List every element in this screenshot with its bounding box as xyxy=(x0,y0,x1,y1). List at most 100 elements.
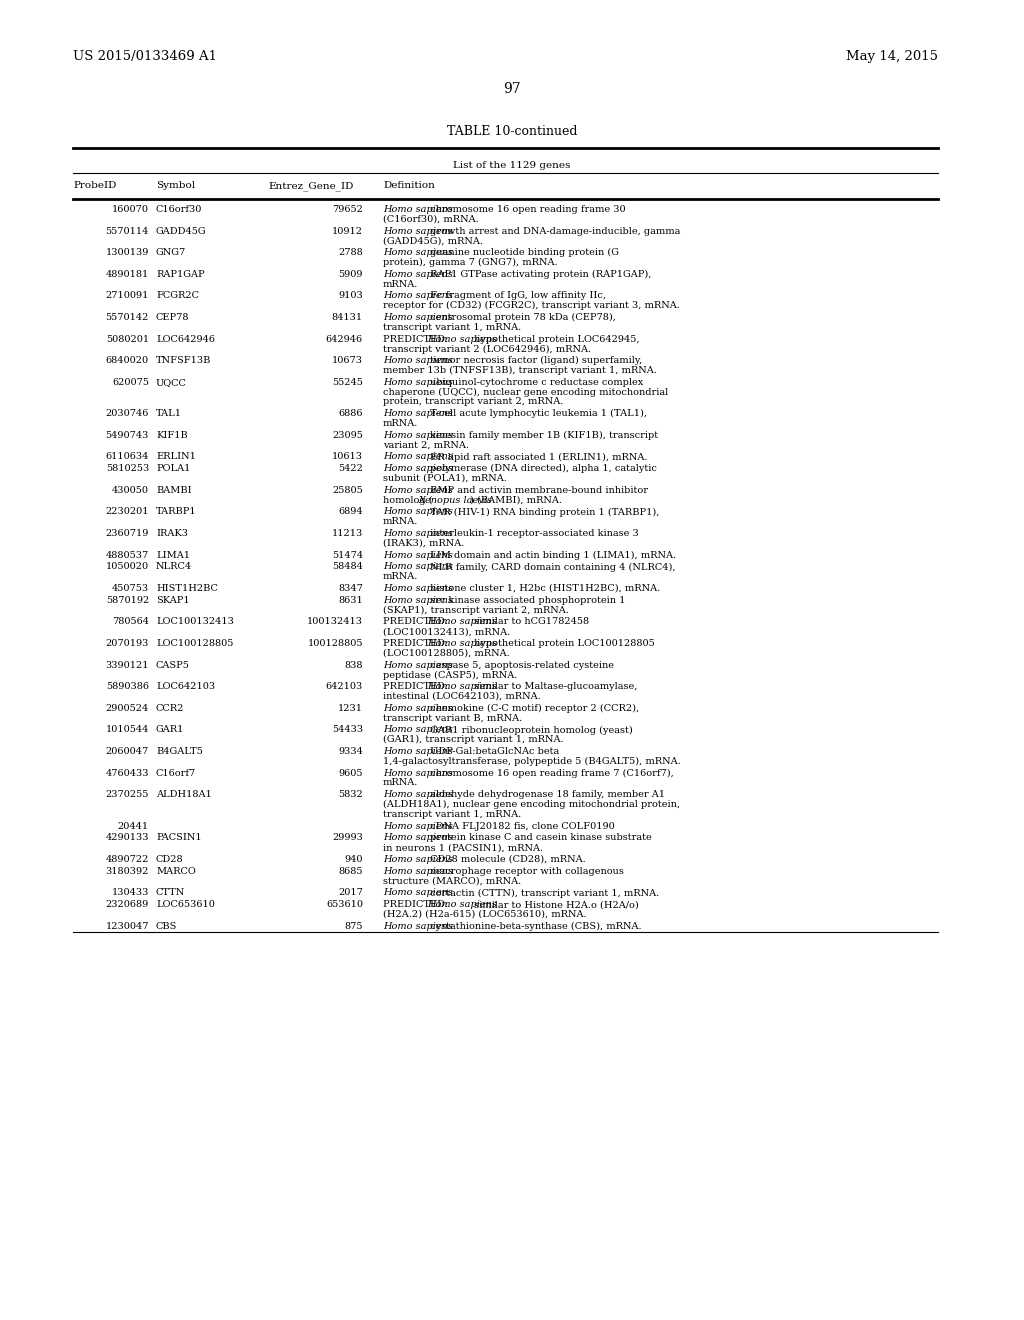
Text: Homo sapiens: Homo sapiens xyxy=(427,639,497,648)
Text: CD28 molecule (CD28), mRNA.: CD28 molecule (CD28), mRNA. xyxy=(427,855,586,865)
Text: Homo sapiens: Homo sapiens xyxy=(383,888,453,898)
Text: CASP5: CASP5 xyxy=(156,660,189,669)
Text: GNG7: GNG7 xyxy=(156,248,186,257)
Text: Homo sapiens: Homo sapiens xyxy=(383,855,453,865)
Text: 2788: 2788 xyxy=(338,248,362,257)
Text: IRAK3: IRAK3 xyxy=(156,529,188,539)
Text: Homo sapiens: Homo sapiens xyxy=(383,550,453,560)
Text: LIMA1: LIMA1 xyxy=(156,550,190,560)
Text: mRNA.: mRNA. xyxy=(383,517,419,527)
Text: kinesin family member 1B (KIF1B), transcript: kinesin family member 1B (KIF1B), transc… xyxy=(427,430,658,440)
Text: chromosome 16 open reading frame 7 (C16orf7),: chromosome 16 open reading frame 7 (C16o… xyxy=(427,768,674,777)
Text: tumor necrosis factor (ligand) superfamily,: tumor necrosis factor (ligand) superfami… xyxy=(427,356,642,366)
Text: cDNA FLJ20182 fis, clone COLF0190: cDNA FLJ20182 fis, clone COLF0190 xyxy=(427,821,614,830)
Text: centrosomal protein 78 kDa (CEP78),: centrosomal protein 78 kDa (CEP78), xyxy=(427,313,615,322)
Text: cystathionine-beta-synthase (CBS), mRNA.: cystathionine-beta-synthase (CBS), mRNA. xyxy=(427,921,642,931)
Text: (GAR1), transcript variant 1, mRNA.: (GAR1), transcript variant 1, mRNA. xyxy=(383,735,563,744)
Text: Homo sapiens: Homo sapiens xyxy=(383,747,453,756)
Text: 2710091: 2710091 xyxy=(105,292,150,301)
Text: 2230201: 2230201 xyxy=(105,507,150,516)
Text: Homo sapiens: Homo sapiens xyxy=(383,704,453,713)
Text: histone cluster 1, H2bc (HIST1H2BC), mRNA.: histone cluster 1, H2bc (HIST1H2BC), mRN… xyxy=(427,583,660,593)
Text: chaperone (UQCC), nuclear gene encoding mitochondrial: chaperone (UQCC), nuclear gene encoding … xyxy=(383,388,669,397)
Text: Homo sapiens: Homo sapiens xyxy=(383,595,453,605)
Text: 8631: 8631 xyxy=(338,595,362,605)
Text: 430050: 430050 xyxy=(112,486,150,495)
Text: caspase 5, apoptosis-related cysteine: caspase 5, apoptosis-related cysteine xyxy=(427,660,614,669)
Text: 23095: 23095 xyxy=(332,430,362,440)
Text: 4290133: 4290133 xyxy=(105,833,150,842)
Text: 5490743: 5490743 xyxy=(105,430,150,440)
Text: 79652: 79652 xyxy=(332,205,362,214)
Text: ERLIN1: ERLIN1 xyxy=(156,453,196,462)
Text: 780564: 780564 xyxy=(112,618,150,627)
Text: NLRC4: NLRC4 xyxy=(156,562,193,572)
Text: Homo sapiens: Homo sapiens xyxy=(383,453,453,462)
Text: 100128805: 100128805 xyxy=(307,639,362,648)
Text: CEP78: CEP78 xyxy=(156,313,189,322)
Text: 5570114: 5570114 xyxy=(105,227,150,235)
Text: 940: 940 xyxy=(344,855,362,865)
Text: (LOC100128805), mRNA.: (LOC100128805), mRNA. xyxy=(383,649,510,657)
Text: 84131: 84131 xyxy=(332,313,362,322)
Text: LOC642946: LOC642946 xyxy=(156,334,215,343)
Text: 4760433: 4760433 xyxy=(105,768,150,777)
Text: Homo sapiens: Homo sapiens xyxy=(383,292,453,301)
Text: CTTN: CTTN xyxy=(156,888,185,898)
Text: similar to Maltase-glucoamylase,: similar to Maltase-glucoamylase, xyxy=(471,682,637,692)
Text: KIF1B: KIF1B xyxy=(156,430,187,440)
Text: (H2A.2) (H2a-615) (LOC653610), mRNA.: (H2A.2) (H2a-615) (LOC653610), mRNA. xyxy=(383,909,587,919)
Text: 4890181: 4890181 xyxy=(105,269,150,279)
Text: Homo sapiens: Homo sapiens xyxy=(383,821,453,830)
Text: 9605: 9605 xyxy=(339,768,362,777)
Text: 29993: 29993 xyxy=(332,833,362,842)
Text: Homo sapiens: Homo sapiens xyxy=(383,583,453,593)
Text: Homo sapiens: Homo sapiens xyxy=(383,660,453,669)
Text: GADD45G: GADD45G xyxy=(156,227,207,235)
Text: intestinal (LOC642103), mRNA.: intestinal (LOC642103), mRNA. xyxy=(383,692,541,701)
Text: 6886: 6886 xyxy=(339,409,362,418)
Text: Homo sapiens: Homo sapiens xyxy=(383,313,453,322)
Text: Entrez_Gene_ID: Entrez_Gene_ID xyxy=(268,181,353,190)
Text: transcript variant 2 (LOC642946), mRNA.: transcript variant 2 (LOC642946), mRNA. xyxy=(383,345,591,354)
Text: Homo sapiens: Homo sapiens xyxy=(383,378,453,387)
Text: 1,4-galactosyltransferase, polypeptide 5 (B4GALT5), mRNA.: 1,4-galactosyltransferase, polypeptide 5… xyxy=(383,756,681,766)
Text: 642946: 642946 xyxy=(326,334,362,343)
Text: PREDICTED:: PREDICTED: xyxy=(383,682,452,692)
Text: Homo sapiens: Homo sapiens xyxy=(383,529,453,539)
Text: ER lipid raft associated 1 (ERLIN1), mRNA.: ER lipid raft associated 1 (ERLIN1), mRN… xyxy=(427,453,647,462)
Text: LOC642103: LOC642103 xyxy=(156,682,215,692)
Text: macrophage receptor with collagenous: macrophage receptor with collagenous xyxy=(427,867,624,875)
Text: TABLE 10-continued: TABLE 10-continued xyxy=(446,125,578,139)
Text: 3390121: 3390121 xyxy=(105,660,150,669)
Text: 2070193: 2070193 xyxy=(105,639,150,648)
Text: 11213: 11213 xyxy=(332,529,362,539)
Text: 5570142: 5570142 xyxy=(105,313,150,322)
Text: Homo sapiens: Homo sapiens xyxy=(383,768,453,777)
Text: transcript variant 1, mRNA.: transcript variant 1, mRNA. xyxy=(383,323,521,331)
Text: chromosome 16 open reading frame 30: chromosome 16 open reading frame 30 xyxy=(427,205,626,214)
Text: 1231: 1231 xyxy=(338,704,362,713)
Text: chemokine (C-C motif) receptor 2 (CCR2),: chemokine (C-C motif) receptor 2 (CCR2), xyxy=(427,704,639,713)
Text: similar to Histone H2A.o (H2A/o): similar to Histone H2A.o (H2A/o) xyxy=(471,900,639,909)
Text: 450753: 450753 xyxy=(112,583,150,593)
Text: src kinase associated phosphoprotein 1: src kinase associated phosphoprotein 1 xyxy=(427,595,626,605)
Text: 58484: 58484 xyxy=(332,562,362,572)
Text: BMP and activin membrane-bound inhibitor: BMP and activin membrane-bound inhibitor xyxy=(427,486,648,495)
Text: guanine nucleotide binding protein (G: guanine nucleotide binding protein (G xyxy=(427,248,620,257)
Text: Homo sapiens: Homo sapiens xyxy=(383,409,453,418)
Text: GAR1 ribonucleoprotein homolog (yeast): GAR1 ribonucleoprotein homolog (yeast) xyxy=(427,726,633,734)
Text: 2320689: 2320689 xyxy=(105,900,150,909)
Text: cortactin (CTTN), transcript variant 1, mRNA.: cortactin (CTTN), transcript variant 1, … xyxy=(427,888,659,898)
Text: Homo sapiens: Homo sapiens xyxy=(383,205,453,214)
Text: Homo sapiens: Homo sapiens xyxy=(383,726,453,734)
Text: RAP1GAP: RAP1GAP xyxy=(156,269,205,279)
Text: Fc fragment of IgG, low affinity IIc,: Fc fragment of IgG, low affinity IIc, xyxy=(427,292,606,301)
Text: growth arrest and DNA-damage-inducible, gamma: growth arrest and DNA-damage-inducible, … xyxy=(427,227,680,235)
Text: Xenopus laevis: Xenopus laevis xyxy=(419,495,493,504)
Text: 2370255: 2370255 xyxy=(105,791,150,799)
Text: transcript variant B, mRNA.: transcript variant B, mRNA. xyxy=(383,714,522,722)
Text: CBS: CBS xyxy=(156,921,177,931)
Text: CD28: CD28 xyxy=(156,855,183,865)
Text: 1050020: 1050020 xyxy=(105,562,150,572)
